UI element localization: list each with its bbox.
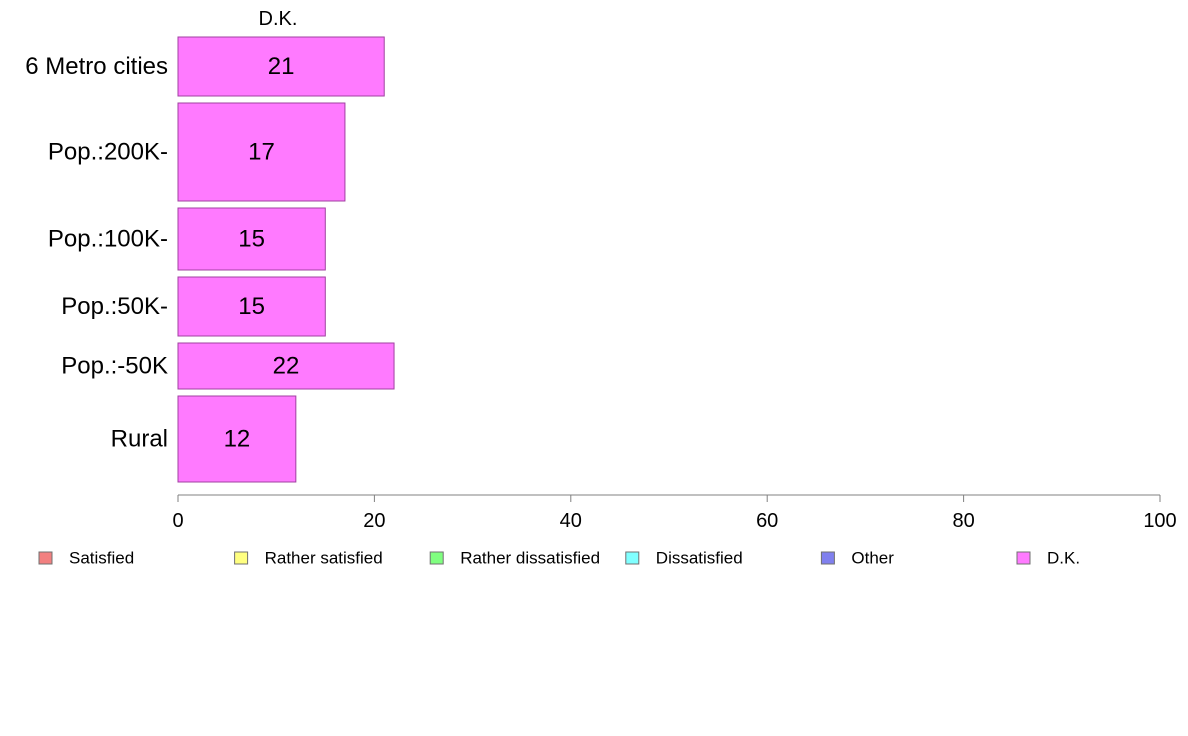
legend-swatch [234,551,249,565]
legend-swatch [820,551,835,565]
data-label: 15 [238,293,265,320]
data-label: 22 [273,353,300,380]
x-tick-label: 0 [172,510,183,532]
data-label: 15 [238,226,265,253]
data-label: 17 [248,139,275,166]
chart-title: D.K. [259,8,298,30]
bar [177,276,326,337]
x-tick-label: 40 [560,510,582,532]
legend-label: D.K. [1047,549,1080,568]
x-tick-label: 20 [363,510,385,532]
legend-label: Rather dissatisfied [460,549,600,568]
category-label: Pop.:100K- [48,226,168,253]
x-tick-label: 60 [756,510,778,532]
data-label: 12 [224,426,251,453]
legend-label: Satisfied [69,549,134,568]
bar [177,207,326,271]
category-label: Pop.:200K- [48,139,168,166]
legend-label: Dissatisfied [656,549,743,568]
legend-swatch [429,551,444,565]
legend-label: Rather satisfied [265,549,383,568]
bars: 6 Metro cities 21 Pop.:200K- 17 Pop.:100K- 15… [25,36,395,483]
category-label: Rural [111,426,168,453]
category-label: Pop.:-50K [61,353,168,380]
category-label: Pop.:50K- [61,293,168,320]
legend-swatch [38,551,53,565]
legend-swatch [625,551,640,565]
category-label: 6 Metro cities [25,53,168,80]
bar [177,36,385,97]
bar [177,342,395,390]
bar [177,102,346,202]
legend: Satisfied Rather satisfied Rather dissatis… [38,549,1080,568]
x-axis: 0 20 40 60 80 100 [172,494,1177,532]
data-label: 21 [268,53,295,80]
legend-label: Other [851,549,894,568]
x-tick-label: 80 [952,510,974,532]
x-tick-label: 100 [1143,510,1176,532]
bar [177,395,297,483]
legend-swatch [1016,551,1031,565]
